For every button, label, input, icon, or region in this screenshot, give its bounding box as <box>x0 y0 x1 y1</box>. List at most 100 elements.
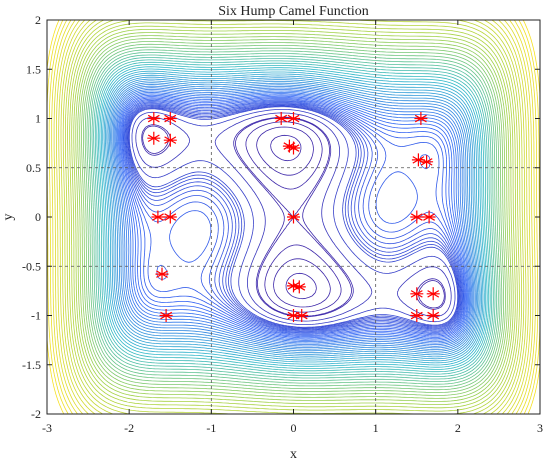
y-tick-label: 1 <box>35 112 41 126</box>
contour-level-42 <box>88 49 499 385</box>
grid-lines <box>47 20 540 414</box>
contour-level-62 <box>47 20 540 414</box>
data-point <box>287 141 300 155</box>
y-tick-label: -2 <box>31 407 41 421</box>
contour-level-35 <box>99 66 488 368</box>
contour-level-54 <box>65 20 522 414</box>
contour-level-43 <box>86 46 501 388</box>
data-point <box>147 112 161 125</box>
contour-level-8 <box>128 105 459 329</box>
x-tick-label: -2 <box>124 421 134 435</box>
y-tick-label: 2 <box>35 13 41 27</box>
contour-level-0 <box>270 134 317 300</box>
data-point <box>426 287 440 301</box>
contour-level-46 <box>81 38 506 396</box>
contour-level-57 <box>58 20 529 414</box>
data-point <box>163 133 177 147</box>
data-point <box>147 131 161 145</box>
contour-level-3 <box>142 117 445 317</box>
contour-lines <box>47 20 540 414</box>
contour-level-23 <box>114 89 473 345</box>
data-point <box>411 153 425 167</box>
contour-level-11 <box>126 103 461 331</box>
data-point <box>426 309 440 322</box>
contour-level-61 <box>48 20 539 414</box>
contour-level-59 <box>53 20 534 414</box>
contour-level-30 <box>106 76 481 358</box>
contour-level-14 <box>123 100 464 334</box>
data-point <box>163 112 177 125</box>
contour-level-10 <box>126 104 461 330</box>
contour-level-13 <box>124 101 463 333</box>
contour-level-1 <box>256 126 331 308</box>
x-tick-label: -3 <box>42 421 52 435</box>
data-point <box>151 210 165 224</box>
data-point <box>274 112 288 125</box>
x-axis-ticks: -3 -2 -1 0 1 2 3 <box>42 20 543 435</box>
data-point <box>155 267 169 281</box>
contour-level-27 <box>110 82 477 352</box>
data-point <box>287 279 300 293</box>
contour-level-31 <box>105 74 482 360</box>
contour-level-5 <box>135 112 452 322</box>
x-tick-label: 3 <box>537 421 543 435</box>
contour-level-34 <box>100 68 487 366</box>
contour-level-47 <box>79 35 508 399</box>
markers <box>147 112 440 322</box>
chart-title: Six Hump Camel Function <box>218 4 369 19</box>
contour-level-58 <box>56 20 531 414</box>
contour-level-32 <box>103 72 484 362</box>
contour-level-16 <box>121 98 466 336</box>
data-point <box>295 309 309 322</box>
data-point <box>420 155 434 169</box>
contour-level-60 <box>51 20 536 414</box>
contour-level-51 <box>71 22 516 412</box>
data-point <box>410 210 424 224</box>
contour-level-28 <box>108 80 479 354</box>
contour-level-45 <box>83 41 504 393</box>
x-tick-label: -1 <box>206 421 216 435</box>
contour-level-38 <box>94 59 493 375</box>
contour-level-48 <box>77 32 510 402</box>
y-tick-label: 0.5 <box>26 161 41 175</box>
data-point <box>287 112 300 125</box>
contour-level-17 <box>120 97 467 337</box>
contour-level-53 <box>67 20 520 414</box>
data-point <box>414 112 428 125</box>
contour-level-50 <box>73 25 514 409</box>
contour-level-12 <box>125 102 462 332</box>
contour-level-18 <box>120 95 467 339</box>
contour-level-19 <box>119 94 468 340</box>
y-tick-label: 1.5 <box>26 62 41 76</box>
data-point <box>163 210 177 224</box>
contour-level-24 <box>113 87 474 347</box>
x-axis-label: x <box>290 447 297 462</box>
y-axis-ticks: -2 -1.5 -1 -0.5 0 0.5 1 1.5 2 <box>22 13 540 421</box>
contour-level-55 <box>62 20 525 414</box>
contour-level-21 <box>116 91 471 343</box>
y-tick-label: -1.5 <box>22 358 41 372</box>
contour-level-25 <box>112 85 475 349</box>
data-point <box>422 210 436 224</box>
contour-level-41 <box>89 52 498 382</box>
contour-level-37 <box>96 61 491 373</box>
contour-level-7 <box>128 106 459 328</box>
data-point <box>410 287 424 301</box>
contour-level-44 <box>84 43 503 391</box>
data-point <box>159 309 173 322</box>
contour-level-36 <box>97 64 490 370</box>
contour-level-26 <box>111 84 476 350</box>
contour-level-52 <box>69 20 518 414</box>
data-point <box>410 309 424 322</box>
contour-level-6 <box>131 109 456 325</box>
x-tick-label: 2 <box>455 421 461 435</box>
contour-level-15 <box>122 99 465 335</box>
data-point <box>292 280 306 294</box>
contour-level-40 <box>91 54 496 380</box>
contour-level-33 <box>102 70 485 364</box>
contour-level-29 <box>107 78 480 356</box>
x-tick-label: 1 <box>373 421 379 435</box>
contour-level-22 <box>115 90 472 344</box>
contour-level-56 <box>60 20 527 414</box>
